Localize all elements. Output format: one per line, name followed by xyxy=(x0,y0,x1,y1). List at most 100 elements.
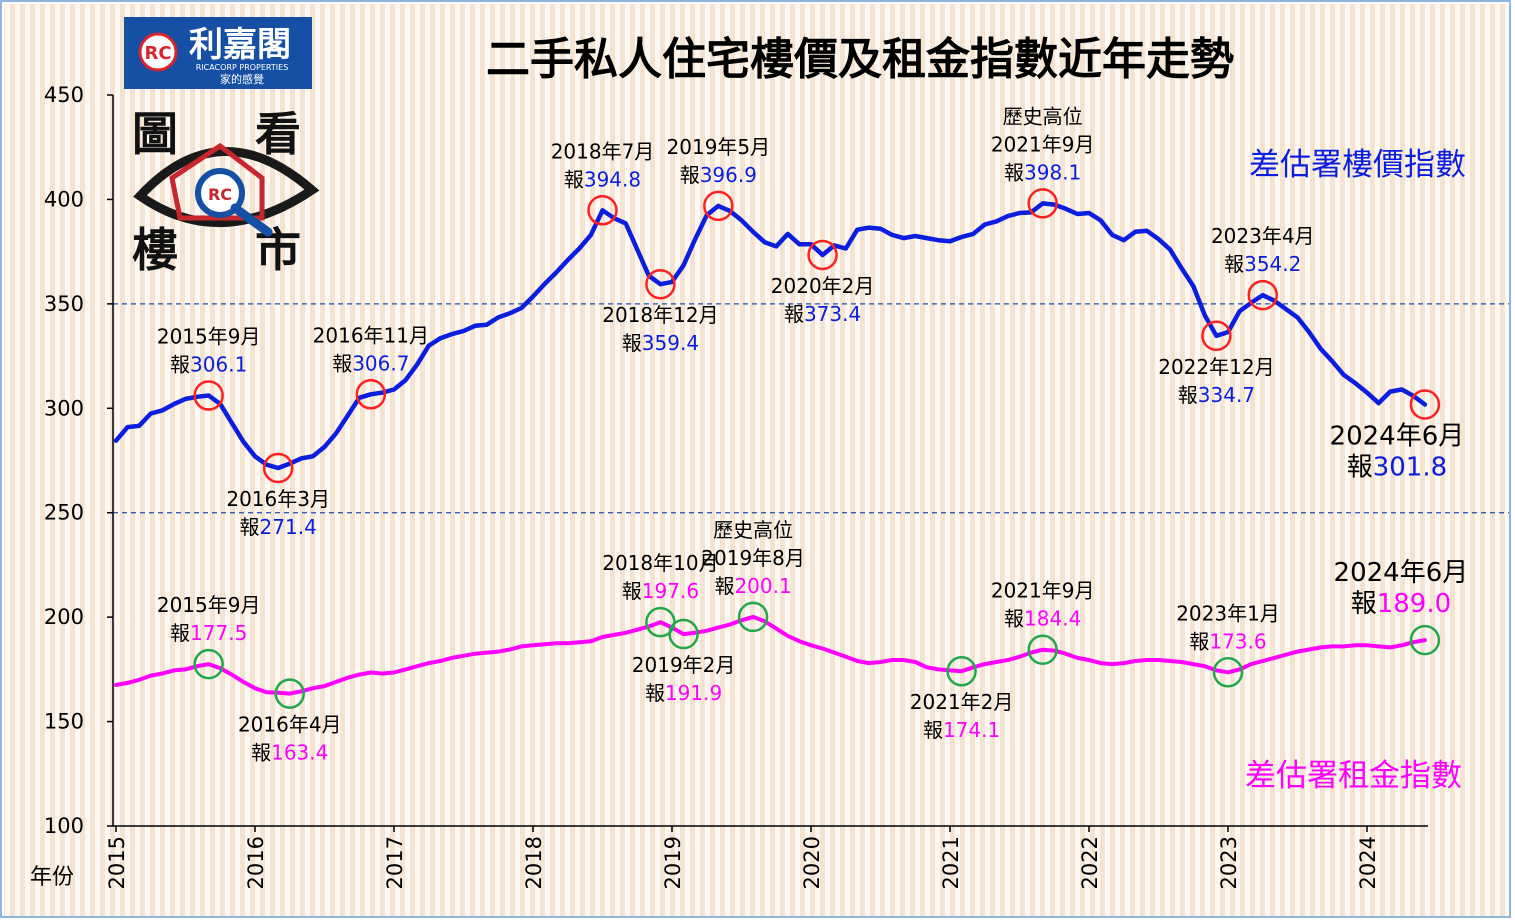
y-tick-label: 450 xyxy=(44,83,84,107)
annotation-date-text: 2016年11月 xyxy=(313,323,429,347)
annotation-value-text: 報306.7 xyxy=(332,351,409,375)
rc-logo-icon xyxy=(138,32,178,72)
series-line-price xyxy=(113,201,1428,471)
x-tick-label: 2023 xyxy=(1217,836,1241,889)
legend-rent-index: 差估署租金指數 xyxy=(1245,758,1462,794)
chart-title: 二手私人住宅樓價及租金指數近年走勢 xyxy=(486,34,1234,85)
marker-price-2021-09 xyxy=(1027,188,1058,219)
annotation-prefix: 報 xyxy=(251,741,271,765)
y-tick-label: 150 xyxy=(44,710,84,734)
x-tick-label: 2021 xyxy=(939,836,963,889)
marker-rent-2024-06 xyxy=(1409,624,1441,656)
annotation-date-text: 2023年4月 xyxy=(1211,224,1315,248)
marker-price-2018-12 xyxy=(645,268,676,300)
x-tick-label: 2020 xyxy=(800,836,824,889)
annotation-value: 173.6 xyxy=(1209,629,1266,653)
annotation-date-text: 2021年9月 xyxy=(991,579,1095,603)
marker-price-2016-03 xyxy=(262,452,294,484)
annotation-markers xyxy=(193,188,1441,709)
marker-price-2023-04 xyxy=(1247,279,1278,311)
annotation-value-text: 報334.7 xyxy=(1178,383,1255,407)
eye-logo-char-3: 樓 xyxy=(132,223,178,277)
series-lines xyxy=(113,201,1428,696)
annotation-date-text: 2018年12月 xyxy=(602,303,718,327)
magnifier-handle-icon xyxy=(230,203,273,237)
annotation-prefix: 報 xyxy=(170,621,190,645)
series-line-rent xyxy=(114,614,1427,696)
y-tick-label: 300 xyxy=(44,396,84,420)
x-tick-label: 2019 xyxy=(661,836,685,889)
annotation-prefix: 報 xyxy=(564,167,584,191)
eye-logo: 圖 看 樓 市 RC xyxy=(132,107,320,277)
marker-rent-2019-02 xyxy=(668,618,699,650)
annotation-date-text: 2021年9月 xyxy=(991,132,1095,156)
marker-price-2015-09 xyxy=(193,380,224,411)
annotation-prefix: 報 xyxy=(923,718,943,742)
annotation-value-text: 報163.4 xyxy=(251,741,328,765)
annotation-value: 334.7 xyxy=(1198,383,1255,407)
annotation-prefix: 報 xyxy=(680,163,700,187)
marker-rent-2023-01 xyxy=(1212,657,1244,688)
marker-price-2024-06 xyxy=(1409,389,1441,420)
y-tick-label: 400 xyxy=(44,187,84,211)
annotation-date-text: 2023年1月 xyxy=(1176,601,1280,625)
annotation-prefix: 報 xyxy=(1351,589,1377,619)
magnifier-rc-text: RC xyxy=(208,185,232,204)
annotation-date-text: 2016年4月 xyxy=(238,713,342,737)
annotation-value-text: 報173.6 xyxy=(1189,629,1266,653)
x-tick-label: 2016 xyxy=(244,836,268,889)
marker-rent-2021-09 xyxy=(1027,634,1058,665)
legend-price-index: 差估署樓價指數 xyxy=(1249,147,1466,183)
annotation-value: 359.4 xyxy=(642,331,699,355)
y-tick-label: 100 xyxy=(44,814,84,838)
annotation-value-text: 報359.4 xyxy=(622,331,699,355)
annotation-value-text: 報197.6 xyxy=(622,579,699,603)
annotation-value: 354.2 xyxy=(1244,252,1301,276)
axes: 100 150 200 250 300 350 400 450 2015 2016 2017 2018… xyxy=(44,83,1428,889)
marker-price-2022-12 xyxy=(1201,320,1232,352)
marker-rent-2015-09 xyxy=(193,648,224,680)
eye-logo-char-1: 圖 xyxy=(132,107,178,161)
x-tick-label: 2017 xyxy=(383,836,407,889)
annotation-value: 197.6 xyxy=(642,579,699,603)
annotation-date-text: 2015年9月 xyxy=(157,593,261,617)
x-tick-label: 2024 xyxy=(1356,836,1380,889)
annotation-date-text: 2018年10月 xyxy=(602,551,718,575)
annotation-prefix: 報 xyxy=(1178,383,1198,407)
annotation-value-text: 報396.9 xyxy=(680,163,757,187)
eye-logo-char-2: 看 xyxy=(255,107,301,161)
marker-rent-2016-04 xyxy=(274,678,305,709)
annotation-prefix: 報 xyxy=(240,515,260,539)
annotation-date-text: 歷史高位 xyxy=(1003,104,1083,128)
annotation-value-text: 報177.5 xyxy=(170,621,247,645)
x-tick-label: 2018 xyxy=(522,836,546,889)
annotation-value: 163.4 xyxy=(271,741,328,765)
annotation-value-text: 報191.9 xyxy=(645,681,722,705)
annotation-value: 174.1 xyxy=(943,718,1000,742)
annotation-date-text: 2021年2月 xyxy=(910,690,1014,714)
x-tick-label: 2022 xyxy=(1078,836,1102,889)
y-tick-label: 200 xyxy=(44,605,84,629)
marker-price-2020-02 xyxy=(807,239,838,271)
annotation-value-text: 報373.4 xyxy=(784,302,861,326)
annotation-prefix: 報 xyxy=(714,574,734,598)
annotation-value-text: 報174.1 xyxy=(923,718,1000,742)
annotation-value-text: 報301.8 xyxy=(1347,453,1447,483)
annotation-date-text: 2019年5月 xyxy=(667,135,771,159)
annotation-value-text: 報200.1 xyxy=(714,574,791,598)
marker-rent-2019-08 xyxy=(737,601,769,633)
